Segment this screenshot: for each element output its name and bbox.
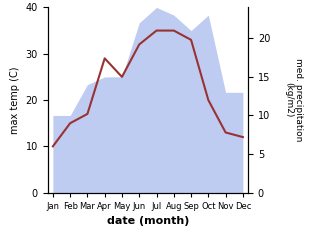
X-axis label: date (month): date (month): [107, 216, 189, 226]
Y-axis label: med. precipitation
(kg/m2): med. precipitation (kg/m2): [284, 58, 303, 142]
Y-axis label: max temp (C): max temp (C): [10, 66, 20, 134]
